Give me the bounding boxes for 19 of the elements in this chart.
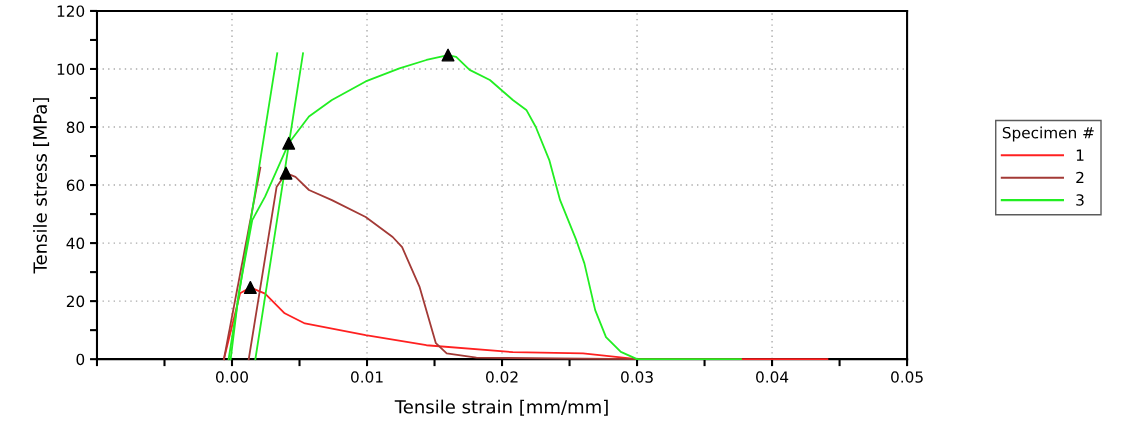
legend-label: 1 [1076,149,1084,161]
x-tick-label: 0.02 [486,371,518,383]
y-tick-label: 120 [57,5,85,17]
y-tick-label: 100 [57,63,85,76]
y-tick-label: 80 [66,121,85,134]
y-tick-label: 60 [66,179,85,192]
x-tick-label: 0.04 [756,371,789,383]
x-axis-title: Tensile strain [mm/mm] [394,399,608,416]
x-tick-label: 0.05 [891,371,923,383]
y-axis-title: Tensile stress [MPa] [32,98,50,274]
y-tick-label: 0 [76,353,85,366]
x-tick-label: 0.01 [351,371,383,383]
x-tick-label: 0.00 [216,371,248,383]
legend-title: Specimen # [1002,126,1094,142]
legend-label: 3 [1076,194,1084,206]
y-tick-label: 40 [66,237,85,250]
x-tick-label: 0.03 [621,371,653,383]
y-tick-label: 20 [66,295,85,308]
legend-label: 2 [1076,171,1084,184]
